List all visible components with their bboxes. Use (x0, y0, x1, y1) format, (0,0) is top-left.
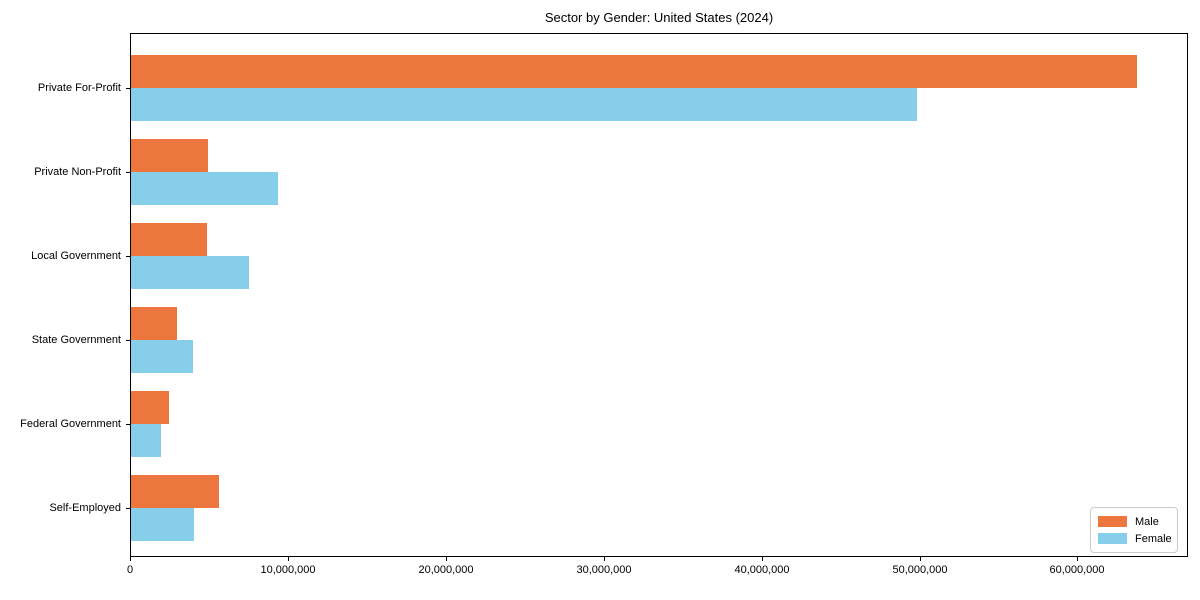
bar-female-private-for-profit (131, 88, 917, 121)
bar-male-state-government (131, 307, 177, 340)
x-tick-label: 30,000,000 (576, 564, 632, 576)
y-tick-label: Private For-Profit (37, 82, 121, 94)
bar-female-local-government (131, 256, 249, 289)
legend-item-male: Male (1098, 513, 1169, 530)
legend-label-male: Male (1135, 515, 1159, 528)
chart-title: Sector by Gender: United States (2024) (544, 10, 774, 25)
legend-label-female: Female (1135, 532, 1172, 545)
bar-female-federal-government (131, 424, 161, 457)
x-tick-mark (288, 557, 289, 561)
x-tick-mark (130, 557, 131, 561)
plot-area (130, 33, 1188, 557)
x-tick-mark (604, 557, 605, 561)
y-tick-mark (126, 256, 130, 257)
bar-female-state-government (131, 340, 193, 373)
y-tick-mark (126, 340, 130, 341)
y-tick-label: Self-Employed (49, 502, 121, 514)
legend-swatch-female-icon (1098, 533, 1127, 544)
bar-male-federal-government (131, 391, 169, 424)
y-tick-label: Private Non-Profit (34, 166, 121, 178)
x-tick-mark (920, 557, 921, 561)
legend-swatch-male-icon (1098, 516, 1127, 527)
x-tick-mark (1077, 557, 1078, 561)
y-tick-mark (126, 508, 130, 509)
bar-male-private-for-profit (131, 55, 1137, 88)
y-tick-label: State Government (31, 334, 121, 346)
bar-male-self-employed (131, 475, 219, 508)
y-tick-mark (126, 88, 130, 89)
bar-male-local-government (131, 223, 207, 256)
x-tick-label: 10,000,000 (260, 564, 316, 576)
y-tick-label: Local Government (31, 250, 121, 262)
y-tick-mark (126, 172, 130, 173)
x-tick-label: 40,000,000 (734, 564, 790, 576)
x-tick-mark (762, 557, 763, 561)
bar-female-self-employed (131, 508, 194, 541)
bar-male-private-non-profit (131, 139, 208, 172)
x-tick-label: 0 (126, 564, 134, 576)
legend-item-female: Female (1098, 530, 1172, 547)
bar-female-private-non-profit (131, 172, 278, 205)
x-tick-label: 20,000,000 (418, 564, 474, 576)
x-tick-label: 60,000,000 (1049, 564, 1105, 576)
y-tick-label: Federal Government (20, 418, 121, 430)
legend: Male Female (1090, 507, 1178, 553)
y-tick-mark (126, 424, 130, 425)
x-tick-mark (446, 557, 447, 561)
x-tick-label: 50,000,000 (892, 564, 948, 576)
